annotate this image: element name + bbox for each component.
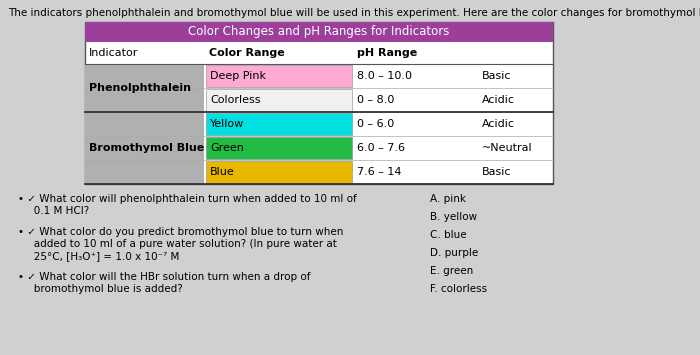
Text: ~Neutral: ~Neutral xyxy=(482,143,533,153)
Bar xyxy=(206,137,352,159)
Text: A. pink: A. pink xyxy=(430,194,466,204)
Text: Colorless: Colorless xyxy=(210,95,260,105)
Text: Color Range: Color Range xyxy=(209,48,285,58)
Bar xyxy=(206,65,352,87)
Text: D. purple: D. purple xyxy=(430,248,478,258)
Bar xyxy=(85,64,204,112)
Text: Indicator: Indicator xyxy=(89,48,139,58)
Text: added to 10 ml of a pure water solution? (In pure water at: added to 10 ml of a pure water solution?… xyxy=(24,239,337,249)
Text: 0 – 8.0: 0 – 8.0 xyxy=(357,95,394,105)
Text: bromothymol blue is added?: bromothymol blue is added? xyxy=(24,284,183,294)
Text: B. yellow: B. yellow xyxy=(430,212,477,222)
Bar xyxy=(206,89,352,111)
Bar xyxy=(85,112,204,184)
Text: • ✓ What color do you predict bromothymol blue to turn when: • ✓ What color do you predict bromothymo… xyxy=(18,227,344,237)
Text: F. colorless: F. colorless xyxy=(430,284,487,294)
Text: 0.1 M HCl?: 0.1 M HCl? xyxy=(24,206,90,216)
Text: Green: Green xyxy=(210,143,244,153)
Text: 8.0 – 10.0: 8.0 – 10.0 xyxy=(357,71,412,81)
Text: 7.6 – 14: 7.6 – 14 xyxy=(357,167,402,177)
Text: Color Changes and pH Ranges for Indicators: Color Changes and pH Ranges for Indicato… xyxy=(188,26,449,38)
Text: Basic: Basic xyxy=(482,167,512,177)
Text: Blue: Blue xyxy=(210,167,235,177)
Text: 6.0 – 7.6: 6.0 – 7.6 xyxy=(357,143,405,153)
Text: 0 – 6.0: 0 – 6.0 xyxy=(357,119,394,129)
Text: Basic: Basic xyxy=(482,71,512,81)
Text: The indicators phenolphthalein and bromothymol blue will be used in this experim: The indicators phenolphthalein and bromo… xyxy=(8,8,700,18)
Text: C. blue: C. blue xyxy=(430,230,467,240)
Text: • ✓ What color will the HBr solution turn when a drop of: • ✓ What color will the HBr solution tur… xyxy=(18,272,311,282)
Bar xyxy=(85,22,553,184)
Text: 25°C, [H₃O⁺] = 1.0 x 10⁻⁷ M: 25°C, [H₃O⁺] = 1.0 x 10⁻⁷ M xyxy=(24,251,179,261)
Text: Acidic: Acidic xyxy=(482,95,515,105)
Text: Deep Pink: Deep Pink xyxy=(210,71,266,81)
Text: Acidic: Acidic xyxy=(482,119,515,129)
Text: E. green: E. green xyxy=(430,266,473,276)
Bar xyxy=(206,161,352,183)
Bar xyxy=(206,113,352,135)
Text: Phenolphthalein: Phenolphthalein xyxy=(89,83,191,93)
Text: pH Range: pH Range xyxy=(357,48,417,58)
Text: • ✓ What color will phenolphthalein turn when added to 10 ml of: • ✓ What color will phenolphthalein turn… xyxy=(18,194,357,204)
Text: Yellow: Yellow xyxy=(210,119,244,129)
Bar xyxy=(85,22,553,42)
Text: Bromothymol Blue: Bromothymol Blue xyxy=(89,143,204,153)
